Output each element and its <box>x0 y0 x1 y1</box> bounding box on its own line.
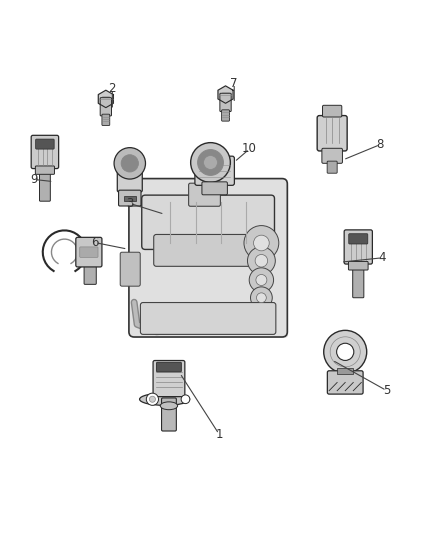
FancyBboxPatch shape <box>349 262 368 270</box>
FancyBboxPatch shape <box>84 264 96 284</box>
FancyBboxPatch shape <box>153 360 185 397</box>
FancyBboxPatch shape <box>39 173 50 201</box>
Text: 7: 7 <box>230 77 238 90</box>
FancyBboxPatch shape <box>327 161 337 173</box>
FancyBboxPatch shape <box>344 230 372 264</box>
Circle shape <box>114 148 145 179</box>
FancyBboxPatch shape <box>327 371 363 394</box>
FancyBboxPatch shape <box>349 234 368 244</box>
FancyBboxPatch shape <box>35 139 54 149</box>
Circle shape <box>247 247 276 274</box>
Polygon shape <box>218 86 233 103</box>
FancyBboxPatch shape <box>317 116 347 151</box>
Text: 5: 5 <box>383 384 390 397</box>
Text: 1: 1 <box>215 427 223 441</box>
FancyBboxPatch shape <box>80 247 98 257</box>
FancyBboxPatch shape <box>141 303 276 334</box>
Text: 10: 10 <box>242 142 257 156</box>
FancyBboxPatch shape <box>202 182 227 195</box>
FancyBboxPatch shape <box>35 166 54 174</box>
Polygon shape <box>98 90 113 108</box>
Circle shape <box>256 274 267 286</box>
Circle shape <box>146 393 159 405</box>
Circle shape <box>181 395 190 403</box>
FancyBboxPatch shape <box>117 164 142 192</box>
Circle shape <box>249 268 274 292</box>
Bar <box>124 196 136 201</box>
FancyBboxPatch shape <box>76 237 102 267</box>
FancyBboxPatch shape <box>322 106 342 117</box>
FancyBboxPatch shape <box>162 398 177 431</box>
Bar <box>337 368 353 374</box>
Circle shape <box>324 330 367 373</box>
Text: 4: 4 <box>378 251 386 264</box>
Circle shape <box>257 293 266 303</box>
Circle shape <box>121 155 138 172</box>
FancyBboxPatch shape <box>189 183 220 206</box>
FancyBboxPatch shape <box>322 148 343 163</box>
FancyBboxPatch shape <box>133 183 288 338</box>
FancyBboxPatch shape <box>142 195 275 249</box>
Ellipse shape <box>140 393 190 405</box>
Ellipse shape <box>160 402 178 410</box>
Circle shape <box>255 254 268 267</box>
FancyBboxPatch shape <box>220 93 231 111</box>
FancyBboxPatch shape <box>154 235 262 266</box>
Circle shape <box>244 225 279 261</box>
Text: 3: 3 <box>126 197 134 210</box>
FancyBboxPatch shape <box>31 135 59 168</box>
Circle shape <box>149 396 155 402</box>
Circle shape <box>251 287 272 309</box>
FancyBboxPatch shape <box>156 362 181 372</box>
Text: 2: 2 <box>109 83 116 95</box>
Text: 6: 6 <box>91 236 99 249</box>
Circle shape <box>204 156 217 169</box>
FancyBboxPatch shape <box>100 98 112 116</box>
FancyBboxPatch shape <box>195 156 234 185</box>
FancyBboxPatch shape <box>129 179 287 337</box>
Circle shape <box>337 343 354 360</box>
Circle shape <box>198 150 223 175</box>
Circle shape <box>254 235 269 251</box>
Text: 8: 8 <box>376 138 384 151</box>
FancyBboxPatch shape <box>102 114 110 125</box>
FancyBboxPatch shape <box>222 110 230 121</box>
FancyBboxPatch shape <box>353 268 364 298</box>
FancyBboxPatch shape <box>120 252 140 286</box>
Text: 9: 9 <box>30 173 38 186</box>
Circle shape <box>191 143 230 182</box>
FancyBboxPatch shape <box>119 190 141 206</box>
